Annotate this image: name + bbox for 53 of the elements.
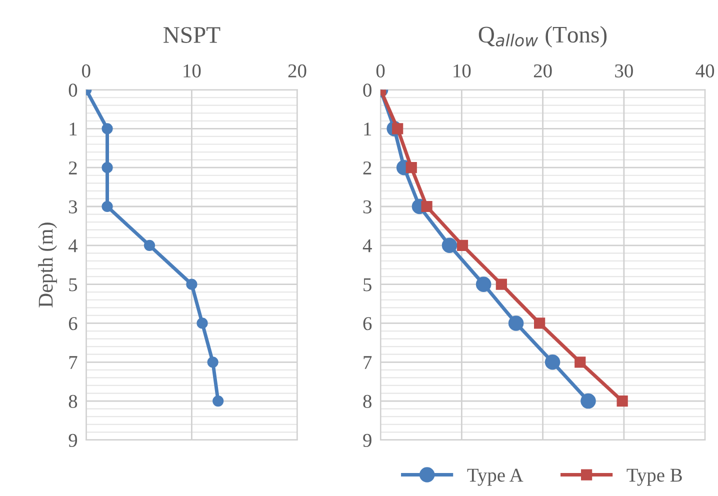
legend-label: Type A — [467, 468, 524, 486]
point — [196, 318, 208, 329]
y-tick-label: 9 — [363, 434, 372, 447]
point — [476, 276, 492, 292]
y-tick-label: 2 — [363, 161, 372, 174]
chart-title: NSPT — [164, 27, 220, 43]
point — [544, 354, 560, 370]
y-tick-label: 4 — [362, 239, 372, 252]
x-tick-label: 0 — [82, 64, 90, 78]
point — [186, 278, 198, 290]
y-tick-label: 5 — [364, 278, 372, 292]
point — [102, 162, 113, 174]
y-tick-label: 1 — [70, 122, 77, 136]
point — [534, 318, 546, 329]
y-tick-label: 2 — [68, 161, 77, 174]
y-tick-label: 3 — [363, 200, 372, 214]
y-tick-label: 7 — [69, 356, 78, 369]
x-tick-label: 40 — [696, 64, 714, 78]
y-tick-label: 9 — [68, 434, 78, 447]
point — [144, 240, 156, 251]
point — [102, 200, 113, 212]
y-tick-label: 8 — [68, 394, 78, 408]
x-tick-label: 10 — [454, 64, 471, 78]
x-tick-label: 30 — [615, 64, 633, 78]
y-axis-title: Depth (m) — [38, 222, 57, 308]
point — [421, 200, 432, 212]
y-tick-label: 7 — [364, 356, 372, 369]
y-tick-label: 6 — [68, 317, 78, 330]
y-tick-label: 6 — [363, 317, 372, 330]
point — [456, 240, 468, 251]
y-tick-label: 0 — [68, 84, 78, 97]
x-tick-label: 20 — [534, 64, 552, 78]
y-tick-label: 4 — [68, 239, 78, 252]
point — [212, 395, 224, 407]
point — [574, 356, 586, 368]
point — [102, 123, 113, 134]
y-tick-label: 3 — [69, 200, 78, 214]
y-tick-label: 1 — [364, 122, 372, 136]
y-tick-label: 0 — [363, 84, 372, 97]
x-tick-label: 20 — [288, 64, 306, 78]
point — [616, 395, 628, 407]
point — [580, 393, 596, 409]
point — [442, 238, 458, 254]
chart-title: Q$_{allow}$ (Tons) — [478, 26, 607, 48]
point — [207, 356, 218, 368]
point — [406, 162, 417, 174]
y-tick-label: 5 — [69, 278, 78, 292]
point — [496, 278, 507, 290]
point — [508, 316, 524, 331]
x-tick-label: 0 — [376, 64, 385, 78]
legend-label: Type B — [626, 468, 682, 486]
y-tick-label: 8 — [363, 394, 372, 408]
x-tick-label: 10 — [184, 64, 201, 78]
